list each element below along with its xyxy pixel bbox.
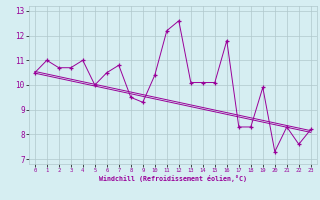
- X-axis label: Windchill (Refroidissement éolien,°C): Windchill (Refroidissement éolien,°C): [99, 175, 247, 182]
